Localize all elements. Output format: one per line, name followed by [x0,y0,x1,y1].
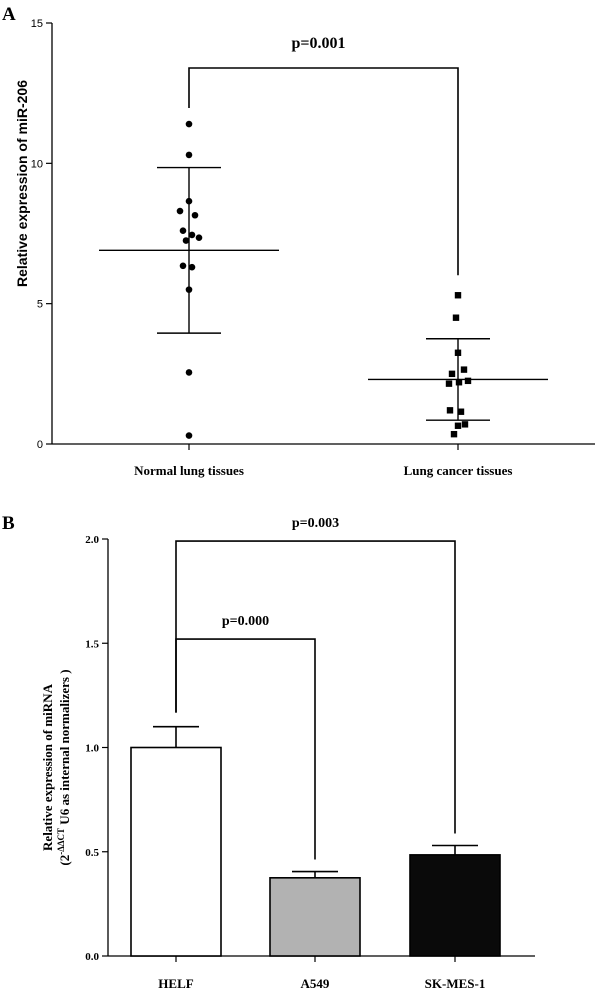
panel-a-data-point [191,211,199,219]
panel-b-y-tick-label: 1.5 [85,638,99,650]
panel-a-data-point [446,407,454,414]
panel-a-data-point [445,380,453,387]
panel-b-bar [269,877,361,957]
panel-a-data-point [452,314,460,321]
panel-a-data-point [454,292,462,299]
panel-a-data-point [450,430,458,438]
panel-b-category-helf: HELF [158,976,193,991]
panel-a-data-point [457,408,465,415]
panel-a: A p=0.001 Relative expression of miR-206… [2,4,595,478]
panel-a-data-point [460,366,468,373]
panel-b-y-tick-label: 2.0 [85,534,99,546]
panel-b-significance-bracket [175,540,456,834]
panel-b-bar [130,746,222,957]
panel-a-data-point [185,120,193,128]
panel-a-y-tick-label: 15 [31,18,43,30]
panel-a-category-cancer: Lung cancer tissues [404,463,513,478]
panel-a-data-point [179,262,187,270]
panel-a-data-point [188,263,196,271]
panel-b-bar [409,854,501,957]
panel-a-y-tick-label: 10 [31,158,43,170]
panel-a-data-point [179,227,187,234]
panel-a-data-point [188,231,196,239]
panel-b: B Relative expression of miRNA (2-ΔΔCT U… [2,513,535,991]
panel-b-y-tick-label: 1.0 [85,743,99,755]
panel-b-category-a549: A549 [301,976,330,991]
panel-a-data-point [461,421,469,428]
panel-a-data-point [464,377,472,385]
panel-a-data-point [176,207,184,215]
panel-a-data-point [182,237,190,244]
panel-a-data-point [454,422,462,429]
panel-a-category-normal: Normal lung tissues [134,463,244,478]
panel-b-y-tick-label: 0.5 [85,847,99,859]
panel-a-data-point [448,370,456,378]
panel-b-category-skmes1: SK-MES-1 [425,976,486,991]
panel-a-y-axis-label: Relative expression of miR-206 [14,80,30,287]
panel-a-y-tick-label: 0 [37,439,43,451]
panel-a-label: A [2,4,16,25]
panel-b-pvalue: p=0.003 [292,516,339,531]
panel-a-pvalue: p=0.001 [291,35,345,52]
panel-b-y-tick-label: 0.0 [85,951,99,963]
panel-a-significance-bracket [188,67,459,276]
panel-a-data-point [185,369,193,376]
panel-a-data-point [185,151,193,159]
panel-a-data-point [195,234,203,242]
panel-a-y-tick-label: 5 [37,299,43,311]
panel-b-label: B [2,513,15,534]
panel-a-data-point [455,379,463,386]
panel-b-y-axis-label-line2: (2-ΔΔCT U6 as internal normalizers ) [56,669,72,865]
panel-a-data-point [185,432,193,439]
panel-b-pvalue: p=0.000 [222,614,269,629]
panel-b-y-axis-label-line1: Relative expression of miRNA [40,683,55,851]
